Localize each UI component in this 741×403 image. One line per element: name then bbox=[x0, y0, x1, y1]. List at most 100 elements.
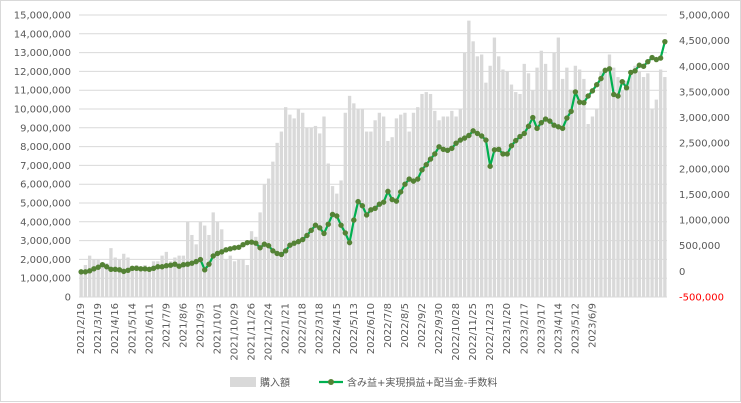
line-point bbox=[210, 253, 216, 259]
line-point bbox=[108, 266, 114, 273]
line-point bbox=[317, 225, 323, 231]
line-point bbox=[521, 130, 527, 137]
bar bbox=[629, 73, 633, 297]
bar bbox=[543, 63, 548, 297]
bar bbox=[343, 112, 347, 297]
line-point bbox=[466, 132, 472, 139]
bar bbox=[160, 255, 164, 297]
bar bbox=[326, 163, 330, 297]
bar bbox=[411, 112, 416, 297]
line-point bbox=[240, 242, 246, 248]
line-point bbox=[299, 236, 306, 243]
bar bbox=[301, 112, 305, 297]
line-point bbox=[270, 248, 276, 254]
line-point bbox=[334, 213, 340, 219]
right-tick-label: 2,500,000 bbox=[679, 139, 730, 150]
right-tick-label: 3,000,000 bbox=[679, 113, 730, 124]
line-point bbox=[419, 167, 425, 173]
bar bbox=[164, 251, 169, 297]
bar bbox=[283, 107, 288, 298]
x-tick-label: 2021/2/19 bbox=[76, 303, 87, 354]
line-point bbox=[95, 264, 101, 270]
legend-label-purchase: 購入額 bbox=[260, 376, 290, 389]
bar bbox=[254, 236, 258, 297]
bar bbox=[445, 116, 450, 298]
bar bbox=[237, 259, 241, 297]
line-point bbox=[564, 115, 570, 121]
bar bbox=[556, 37, 561, 298]
x-tick-label: 2022/11/25 bbox=[468, 303, 479, 361]
bar bbox=[96, 259, 100, 297]
line-point bbox=[470, 128, 476, 134]
bar bbox=[475, 56, 480, 297]
bar bbox=[458, 109, 463, 297]
line-point bbox=[542, 116, 549, 122]
line-point bbox=[440, 146, 447, 153]
bar bbox=[369, 131, 373, 297]
line-point bbox=[291, 240, 297, 246]
line-point bbox=[628, 69, 634, 76]
bar bbox=[228, 255, 232, 297]
bar bbox=[347, 95, 352, 297]
bar bbox=[134, 265, 139, 297]
line-point bbox=[329, 211, 336, 218]
left-tick-label: 6,000,000 bbox=[20, 180, 71, 191]
line-point bbox=[193, 258, 199, 265]
line-point bbox=[338, 222, 344, 228]
x-tick-label: 2021/6/11 bbox=[144, 303, 155, 354]
line-point bbox=[129, 265, 135, 271]
bar bbox=[612, 67, 616, 297]
line-point bbox=[351, 217, 357, 223]
bar bbox=[190, 234, 194, 297]
bar bbox=[113, 257, 117, 297]
line-point bbox=[653, 56, 660, 63]
x-tick-label: 2023/6/9 bbox=[587, 303, 598, 348]
bar bbox=[650, 109, 654, 297]
bar bbox=[407, 131, 411, 297]
bar bbox=[497, 56, 501, 297]
bar bbox=[522, 63, 526, 297]
x-tick-label: 2021/9/3 bbox=[195, 303, 206, 348]
bar bbox=[105, 263, 109, 297]
x-tick-label: 2023/2/17 bbox=[519, 303, 530, 354]
bar bbox=[416, 107, 420, 298]
x-tick-label: 2021/12/24 bbox=[264, 303, 275, 361]
bar bbox=[130, 266, 134, 297]
left-tick-label: 10,000,000 bbox=[14, 105, 71, 116]
bar bbox=[616, 77, 620, 297]
line-point bbox=[508, 143, 515, 149]
bar bbox=[262, 184, 267, 297]
bar bbox=[275, 142, 279, 297]
bar bbox=[309, 127, 313, 297]
bar bbox=[624, 80, 629, 297]
line-point bbox=[244, 239, 251, 246]
line-point bbox=[615, 93, 621, 99]
left-tick-label: 0 bbox=[65, 293, 71, 304]
line-point bbox=[581, 99, 587, 106]
bar bbox=[126, 257, 130, 297]
bar bbox=[471, 41, 475, 297]
bar bbox=[505, 71, 509, 298]
bar bbox=[620, 90, 624, 297]
line-point bbox=[478, 133, 485, 139]
bar bbox=[548, 90, 552, 297]
bar bbox=[330, 186, 335, 297]
bar bbox=[641, 77, 646, 297]
line-point bbox=[103, 264, 110, 270]
right-tick-label: 1,000,000 bbox=[679, 216, 730, 227]
bar bbox=[539, 50, 543, 297]
line-point bbox=[410, 178, 417, 184]
line-point bbox=[133, 265, 140, 271]
bar bbox=[322, 116, 326, 298]
line-point bbox=[415, 176, 421, 182]
line-point bbox=[142, 266, 148, 272]
left-tick-label: 4,000,000 bbox=[20, 217, 71, 228]
left-tick-label: 15,000,000 bbox=[14, 11, 71, 22]
line-point bbox=[598, 75, 604, 82]
line-point bbox=[287, 242, 293, 248]
legend: 購入額 含み益+実現損益+配当金-手数料 bbox=[230, 376, 497, 389]
x-tick-label: 2022/8/5 bbox=[400, 303, 411, 348]
line-point bbox=[227, 246, 233, 252]
x-tick-label: 2021/10/1 bbox=[212, 303, 223, 354]
